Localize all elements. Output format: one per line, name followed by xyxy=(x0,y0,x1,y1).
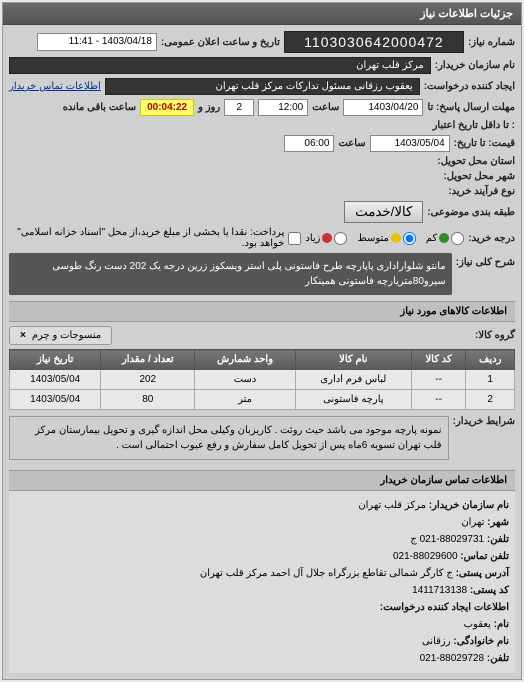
process-owner-label: نوع فرآیند خرید: xyxy=(448,186,515,197)
creator-phone: 88029728-021 xyxy=(420,653,485,664)
org: مرکز قلب تهران xyxy=(358,500,426,511)
validity-until-label: قیمت: تا تاریخ: xyxy=(454,138,515,149)
req-creator-label: اطلاعات ایجاد کننده درخواست: xyxy=(380,602,509,613)
family-label: نام خانوادگی: xyxy=(453,636,509,647)
packing-button[interactable]: کالا/خدمت xyxy=(344,201,423,223)
deadline-date[interactable] xyxy=(343,99,423,116)
goods-section-title: اطلاعات کالاهای مورد نیاز xyxy=(9,301,515,322)
table-header: کد کالا xyxy=(411,350,466,370)
city: تهران xyxy=(461,517,484,528)
packing-label: طبقه بندی موضوعی: xyxy=(427,207,515,218)
goods-table: ردیفکد کالانام کالاواحد شمارشتعداد / مقد… xyxy=(9,349,515,410)
deadline-send-label: مهلت ارسال پاسخ: تا xyxy=(427,102,515,113)
group-chip[interactable]: منسوجات و چرم × xyxy=(9,326,112,345)
description-box: مانتو شلواراداری پاپارچه طرح فاستونی پلی… xyxy=(9,253,452,295)
family: رزقانی xyxy=(422,636,451,647)
phone: 88029731-021 ج xyxy=(410,534,484,545)
priority-dot-icon xyxy=(439,233,449,243)
fax: 88029600-021 xyxy=(393,551,458,562)
priority-text: کم xyxy=(426,233,437,244)
creator-phone-label: تلفن: xyxy=(487,653,509,664)
time-label-2: ساعت xyxy=(338,138,365,149)
group-label: گروه کالا: xyxy=(475,330,515,341)
table-cell: 202 xyxy=(101,370,195,390)
close-icon[interactable]: × xyxy=(20,330,26,341)
deadline-time[interactable] xyxy=(258,99,308,116)
table-cell: -- xyxy=(411,370,466,390)
fax-label: تلفن تماس: xyxy=(460,551,509,562)
table-cell: 80 xyxy=(101,390,195,410)
priority-dot-icon xyxy=(322,233,332,243)
table-header: تعداد / مقدار xyxy=(101,350,195,370)
delivery-city-label: شهر محل تحویل: xyxy=(443,171,515,182)
table-row: 2--پارچه فاستونیمتر801403/05/04 xyxy=(10,390,515,410)
table-header: ردیف xyxy=(466,350,515,370)
panel-title: جزئیات اطلاعات نیاز xyxy=(3,3,521,25)
countdown: 00:04:22 xyxy=(140,99,194,116)
table-cell: -- xyxy=(411,390,466,410)
req-number: 1103030642000472 xyxy=(284,31,464,53)
days-label: روز و xyxy=(198,102,220,113)
buyer-note-label: شرایط خریدار: xyxy=(453,416,515,427)
buyer-label: نام سازمان خریدار: xyxy=(435,60,515,71)
table-cell: 2 xyxy=(466,390,515,410)
delivery-place-label: استان محل تحویل: xyxy=(437,156,515,167)
buyer-contact-link[interactable]: اطلاعات تماس خریدار xyxy=(9,81,101,92)
buyer-value: مرکز قلب تهران xyxy=(9,57,431,74)
contact-section-title: اطلاعات تماس سازمان خریدار xyxy=(9,470,515,491)
validity-label: : تا داقل تاریخ اعتبار xyxy=(433,120,515,131)
buyer-note: نمونه پارچه موجود می باشد حیث روئت . کار… xyxy=(9,416,449,460)
priority-option[interactable]: کم xyxy=(426,232,464,245)
validity-date[interactable] xyxy=(370,135,450,152)
table-cell: 1403/05/04 xyxy=(10,390,101,410)
priority-radio[interactable] xyxy=(403,232,416,245)
address: ج کارگر شمالی تقاطع بزرگراه جلال آل احمد… xyxy=(200,568,453,579)
title-section-label: شرح کلی نیاز: xyxy=(456,253,515,268)
validity-time[interactable] xyxy=(284,135,334,152)
days-value[interactable] xyxy=(224,99,254,116)
table-cell: دست xyxy=(195,370,296,390)
req-number-label: شماره نیاز: xyxy=(468,37,515,48)
table-cell: لباس فرم اداری xyxy=(295,370,411,390)
table-row: 1--لباس فرم اداریدست2021403/05/04 xyxy=(10,370,515,390)
announce-value: 1403/04/18 - 11:41 xyxy=(37,33,157,51)
payment-checkbox[interactable] xyxy=(288,232,301,245)
table-header: تاریخ نیاز xyxy=(10,350,101,370)
priority-radio[interactable] xyxy=(451,232,464,245)
priority-label: درجه خرید: xyxy=(468,233,515,244)
name-label: نام: xyxy=(494,619,509,630)
requester-label: ایجاد کننده درخواست: xyxy=(424,81,515,92)
name: یعقوب xyxy=(464,619,491,630)
org-label: نام سازمان خریدار: xyxy=(429,500,509,511)
table-header: واحد شمارش xyxy=(195,350,296,370)
postal: 1411713138 xyxy=(412,585,467,596)
priority-dot-icon xyxy=(391,233,401,243)
priority-radio[interactable] xyxy=(334,232,347,245)
priority-option[interactable]: زیاد xyxy=(305,232,347,245)
table-cell: 1403/05/04 xyxy=(10,370,101,390)
priority-text: متوسط xyxy=(357,233,388,244)
table-cell: 1 xyxy=(466,370,515,390)
payment-note: پرداخت: نقدا یا بخشی از مبلغ خرید،از محل… xyxy=(9,227,284,249)
requester-value: یعقوب رزقانی مسئول تدارکات مرکز قلب تهرا… xyxy=(105,78,420,95)
postal-label: کد پستی: xyxy=(470,585,509,596)
time-label-1: ساعت xyxy=(312,102,339,113)
table-cell: پارچه فاستونی xyxy=(295,390,411,410)
announce-label: تاریخ و ساعت اعلان عمومی: xyxy=(161,37,280,48)
group-chip-text: منسوجات و چرم xyxy=(32,330,101,341)
table-header: نام کالا xyxy=(295,350,411,370)
city-label: شهر: xyxy=(487,517,509,528)
table-cell: متر xyxy=(195,390,296,410)
priority-text: زیاد xyxy=(305,233,320,244)
address-label: آدرس پستی: xyxy=(456,568,509,579)
phone-label: تلفن: xyxy=(487,534,509,545)
priority-option[interactable]: متوسط xyxy=(357,232,415,245)
remaining-label: ساعت باقی مانده xyxy=(63,102,136,113)
